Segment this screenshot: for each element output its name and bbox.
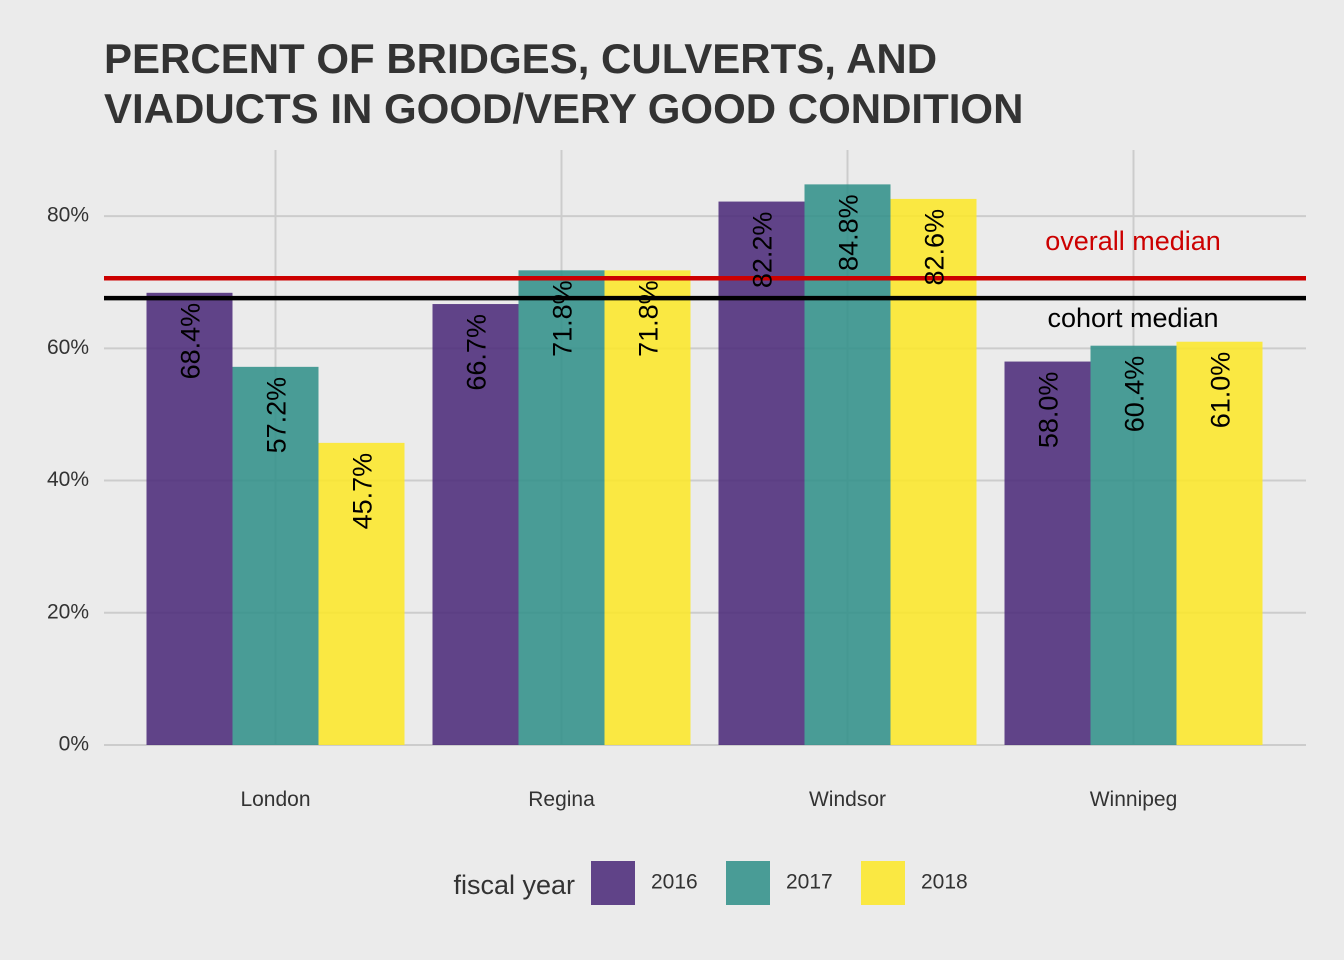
bar-value-label: 68.4% bbox=[176, 303, 206, 380]
bar-value-label: 57.2% bbox=[262, 377, 292, 454]
chart-title-line-2: VIADUCTS IN GOOD/VERY GOOD CONDITION bbox=[104, 85, 1023, 132]
bar-regina-2018 bbox=[604, 270, 691, 745]
bar-london-2018 bbox=[318, 442, 405, 745]
legend-key-2017 bbox=[726, 861, 770, 905]
bar-value-label: 82.2% bbox=[748, 212, 778, 289]
bar-value-label: 45.7% bbox=[348, 453, 378, 530]
bar-london-2017 bbox=[232, 366, 319, 745]
chart-title-line-1: PERCENT OF BRIDGES, CULVERTS, AND bbox=[104, 35, 937, 82]
bar-value-label: 61.0% bbox=[1206, 352, 1236, 429]
y-tick-label: 0% bbox=[59, 733, 89, 756]
legend-key-2018 bbox=[861, 861, 905, 905]
legend: fiscal year 2016 2017 2018 bbox=[453, 861, 968, 905]
bar-value-label: 66.7% bbox=[462, 314, 492, 391]
y-tick-label: 60% bbox=[47, 336, 89, 359]
bar-value-label: 58.0% bbox=[1034, 372, 1064, 449]
legend-key-2016 bbox=[591, 861, 635, 905]
bar-regina-2017 bbox=[518, 270, 605, 745]
bar-windsor-2016 bbox=[718, 201, 805, 746]
bar-value-label: 71.8% bbox=[548, 280, 578, 357]
reference-label-overall-median: overall median bbox=[1045, 226, 1221, 256]
legend-title: fiscal year bbox=[453, 870, 575, 900]
legend-label-2016: 2016 bbox=[651, 871, 698, 894]
y-tick-label: 80% bbox=[47, 204, 89, 227]
bar-regina-2016 bbox=[432, 304, 519, 745]
bar-value-label: 71.8% bbox=[634, 280, 664, 357]
x-tick-label: Windsor bbox=[809, 788, 886, 811]
bar-winnipeg-2018 bbox=[1176, 341, 1263, 745]
bar-winnipeg-2016 bbox=[1004, 361, 1091, 745]
bars bbox=[146, 184, 1263, 746]
bar-labels: 68.4% 57.2% 45.7% 66.7% 71.8% 71.8% 82.2% 84.8%… bbox=[176, 194, 1236, 529]
axes: 0% 20% 40% 60% 80% London Regina Windsor Winnipe… bbox=[47, 204, 1177, 811]
y-tick-label: 20% bbox=[47, 600, 89, 623]
x-tick-label: Winnipeg bbox=[1090, 788, 1178, 811]
bar-london-2016 bbox=[146, 292, 233, 745]
bar-value-label: 84.8% bbox=[834, 194, 864, 271]
legend-label-2017: 2017 bbox=[786, 871, 833, 894]
bar-value-label: 60.4% bbox=[1120, 356, 1150, 433]
chart-title: PERCENT OF BRIDGES, CULVERTS, AND VIADUC… bbox=[104, 35, 1023, 132]
bar-winnipeg-2017 bbox=[1090, 345, 1177, 745]
reference-label-cohort-median: cohort median bbox=[1047, 303, 1218, 333]
legend-label-2018: 2018 bbox=[921, 871, 968, 894]
x-tick-label: Regina bbox=[528, 788, 595, 811]
bar-windsor-2018 bbox=[890, 198, 977, 745]
y-tick-label: 40% bbox=[47, 468, 89, 491]
x-tick-label: London bbox=[240, 788, 310, 811]
reference-lines: overall median cohort median bbox=[104, 226, 1306, 333]
bar-value-label: 82.6% bbox=[920, 209, 950, 286]
